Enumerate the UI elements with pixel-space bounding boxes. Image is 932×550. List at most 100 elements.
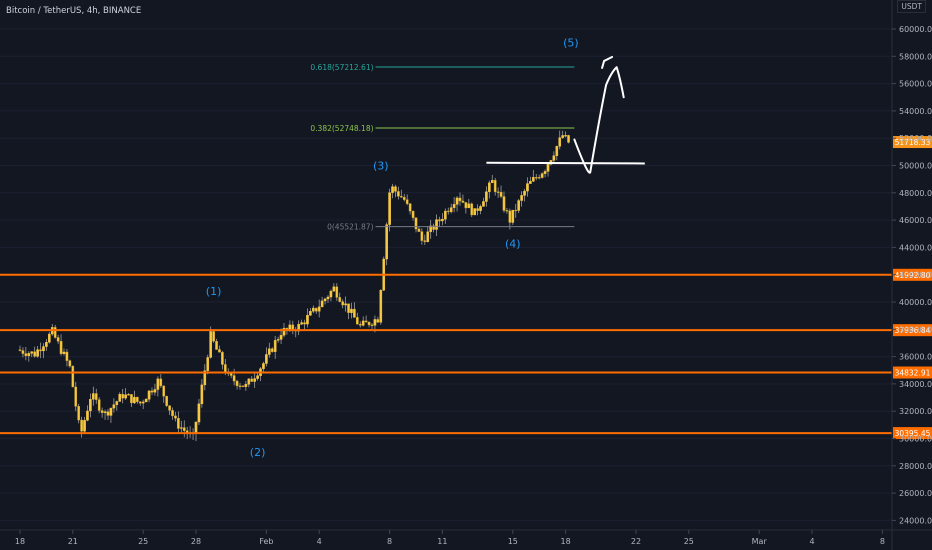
fib-level-label: 0.382(52748.18) [310,124,373,133]
level-price-label: 37936.84 [895,326,931,335]
candle-body [567,135,570,143]
candle-body [156,378,160,390]
candle-body [42,346,45,352]
candle-body [92,393,95,400]
wave-label: (5) [563,37,579,50]
candle-body [314,307,318,312]
candle-body [306,315,309,325]
candle-body [30,351,34,354]
y-tick-label: 60000.00 [899,25,932,34]
candle-body [62,351,66,354]
candle-body [370,324,374,326]
candle-body [276,339,280,341]
candle-body [33,351,36,357]
candle-body [400,196,403,198]
x-tick-label: 11 [437,537,447,546]
breakout-line [486,161,645,165]
candle-body [356,317,359,325]
x-tick-label: 25 [684,537,694,546]
candle-body [332,286,336,292]
candle-body [543,171,547,174]
currency-label: USDT [897,0,926,13]
candle-body [464,202,468,209]
candle-body [552,155,556,161]
candle-body [526,183,529,192]
level-price-tag [893,268,932,281]
y-tick-label: 44000.00 [899,243,932,252]
candle-body [414,217,418,230]
y-tick-label: 28000.00 [899,462,932,471]
candle-body [520,195,523,201]
level-price-tag [893,324,932,337]
candle-body [141,401,145,404]
candle-body [432,225,435,230]
level-price-tag [893,427,932,440]
candle-body [159,378,163,387]
candle-body [103,411,107,413]
candle-body [470,203,474,216]
y-tick-label: 26000.00 [899,489,932,498]
projection-drawing [486,55,645,174]
y-tick-label: 48000.00 [899,189,932,198]
candle-body [558,137,562,147]
candle-body [514,209,518,212]
y-tick-label: 54000.00 [899,107,932,116]
candle-body [80,419,83,432]
candle-body [212,331,215,342]
candle-body [197,403,201,423]
candle-body [18,349,22,351]
candle-body [455,197,459,205]
candle-body [532,177,535,182]
candle-body [312,307,315,312]
candle-body [65,351,69,361]
candle-body [309,311,312,316]
candle-body [250,378,254,382]
candle-body [479,206,482,211]
candle-body [265,354,268,364]
candle-body [546,164,550,172]
candle-body [273,340,277,352]
candle-body [100,410,104,413]
candle-body [94,393,98,400]
candle-body [74,386,78,407]
candle-body [341,301,344,306]
y-tick-label: 42000.00 [899,271,932,280]
candle-body [127,394,130,396]
candle-body [411,210,415,218]
candle-body [449,207,453,212]
candle-body [162,385,166,397]
last-price-tag [893,136,932,149]
candle-body [564,135,567,137]
candle-body [317,306,321,312]
candle-body [115,401,119,405]
candle-body [385,224,388,260]
candle-body [138,401,142,404]
candle-body [347,303,350,313]
candle-body [165,395,168,406]
candle-body [467,203,471,209]
candle-body [300,322,303,325]
candle-body [461,200,465,203]
y-tick-label: 30000.00 [899,435,932,444]
candle-body [473,208,476,216]
candle-body [118,394,122,402]
candle-body [555,146,559,156]
y-tick-label: 38000.00 [899,325,932,334]
projection-arrow-path [573,66,625,174]
candle-body [89,399,92,412]
candle-body [45,342,48,347]
candle-body [329,290,333,298]
candle-body [499,191,503,197]
candle-body [502,196,506,211]
candle-body [496,191,500,193]
candle-body [182,427,186,431]
candle-body [367,321,371,326]
wave-label: (1) [206,285,222,298]
y-tick-label: 34000.00 [899,380,932,389]
x-tick-label: 21 [68,537,78,546]
candle-body [206,357,210,371]
x-tick-label: 4 [317,537,322,546]
candle-body [153,389,157,393]
candle-body [168,405,171,411]
